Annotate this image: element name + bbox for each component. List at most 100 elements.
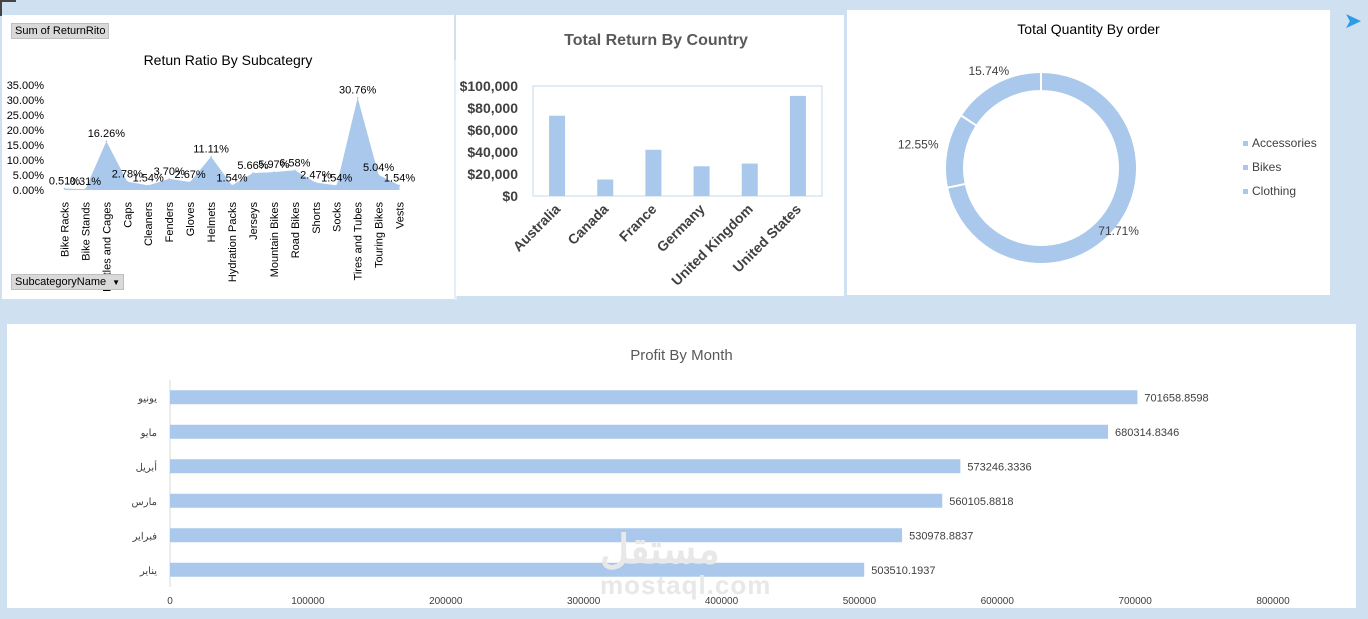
data-label: 71.71% [1098, 224, 1139, 238]
pivot-row-field-button[interactable]: SubcategoryName ▼ [11, 274, 125, 290]
category-label: Australia [510, 201, 564, 255]
category-label: Socks [332, 202, 344, 232]
x-tick-label: 400000 [705, 596, 739, 607]
y-tick-label: $80,000 [467, 100, 518, 116]
category-label: Bike Stands [80, 202, 92, 261]
donut-slice [959, 70, 1042, 128]
data-label: 5.97% [258, 159, 289, 171]
return-by-country-chart-panel[interactable]: Total Return By Country $0 $20,000 $40,000… [456, 15, 844, 296]
data-label: 6.58% [279, 157, 310, 169]
data-label: 3.70% [154, 166, 185, 178]
bar [645, 149, 662, 196]
x-tick-label: 800000 [1256, 596, 1290, 607]
data-point [252, 172, 254, 174]
y-tick-label: 35.00% [7, 80, 45, 92]
y-tick-label: 20.00% [7, 125, 45, 137]
legend-swatch [1243, 141, 1248, 146]
data-label: 5.04% [363, 162, 394, 174]
bar [170, 390, 1138, 405]
data-point [273, 171, 275, 173]
category-label: Mountain Bikes [269, 202, 281, 278]
data-point [84, 188, 87, 190]
y-tick-label: 25.00% [7, 110, 45, 122]
data-label: 560105.8818 [949, 496, 1013, 508]
data-label: 16.26% [88, 128, 126, 140]
data-point [168, 178, 170, 180]
legend-label: Accessories [1252, 136, 1317, 150]
return-ratio-chart-panel[interactable]: Sum of ReturnRito Retun Ratio By Subcate… [2, 15, 454, 299]
category-label: مارس [132, 497, 157, 508]
y-tick-label: 10.00% [7, 155, 45, 167]
bar [170, 493, 943, 508]
category-label: فبراير [132, 531, 158, 542]
category-label: United Kingdom [668, 201, 756, 289]
category-label: Helmets [206, 202, 218, 243]
category-label: Cleaners [143, 202, 155, 247]
data-point [231, 184, 233, 187]
data-label: 2.67% [175, 169, 206, 181]
category-label: Fenders [164, 202, 176, 243]
panel-divider [454, 60, 457, 300]
bar [693, 166, 710, 196]
legend-swatch [1243, 189, 1248, 194]
data-point [294, 169, 296, 172]
data-point [147, 184, 150, 187]
data-point [63, 187, 66, 190]
data-point [210, 155, 212, 158]
data-label: 11.11% [193, 144, 229, 156]
category-label: Touring Bikes [374, 202, 386, 269]
plot-area [532, 85, 823, 197]
y-tick-label: $100,000 [460, 78, 519, 94]
quantity-by-order-chart-panel[interactable]: Total Quantity By order 71.71% 12.55% 15.7… [847, 10, 1330, 295]
x-tick-label: 300000 [567, 596, 601, 607]
category-label: Road Bikes [290, 202, 302, 259]
category-label: Canada [564, 201, 611, 248]
bar [170, 424, 1108, 439]
pivot-field-label: SubcategoryName [15, 276, 107, 288]
bar-chart-svg: $0 $20,000 $40,000 $60,000 $80,000 $100,000 Au… [460, 78, 823, 289]
legend-label: Clothing [1252, 184, 1296, 198]
legend-swatch [1243, 165, 1248, 170]
hbar-chart-svg: 0 100000 200000 300000 400000 500000 600000 700… [132, 380, 1290, 607]
y-tick-label: 5.00% [13, 170, 44, 182]
x-tick-label: 0 [167, 596, 173, 607]
data-label: 0.31% [70, 176, 101, 188]
data-point [105, 140, 108, 143]
area-series [64, 97, 400, 190]
profit-by-month-chart-panel[interactable]: Profit By Month 0 100000 200000 300000 40000… [7, 324, 1356, 608]
donut-chart-svg: 71.71% 12.55% 15.74% Accessories Bikes Clothi… [898, 64, 1317, 265]
data-point [189, 181, 191, 183]
data-point [314, 181, 317, 184]
data-label: 1.54% [133, 172, 164, 184]
data-label: 15.74% [968, 64, 1009, 78]
arrow-right-icon[interactable]: ➤ [1343, 8, 1362, 33]
bar [170, 562, 865, 577]
category-label: أبريل [136, 460, 158, 473]
category-label: Hydration Packs [227, 202, 239, 283]
data-point [377, 174, 380, 176]
category-label: Bike Racks [59, 202, 71, 258]
data-label: 2.47% [300, 170, 331, 182]
bar [549, 115, 566, 196]
bar [170, 459, 961, 474]
data-label: 5.66% [237, 160, 268, 172]
chevron-down-icon: ▼ [112, 278, 121, 287]
pivot-value-field-button[interactable]: Sum of ReturnRito [11, 23, 110, 39]
data-label: 701658.8598 [1144, 392, 1208, 404]
watermark-latin: mostaql.com [600, 570, 772, 600]
data-label: 30.76% [339, 85, 377, 97]
watermark-arabic: مستقل [600, 528, 720, 572]
legend-label: Bikes [1252, 160, 1281, 174]
chart-title: Total Return By Country [564, 32, 748, 49]
x-tick-label: 500000 [843, 596, 877, 607]
y-tick-label: 15.00% [7, 140, 45, 152]
category-label: France [616, 201, 660, 245]
bar [597, 179, 614, 196]
category-label: يونيو [137, 393, 157, 404]
category-label: Jerseys [248, 202, 260, 240]
data-label: 1.54% [216, 172, 247, 184]
data-label: 0.51% [49, 175, 80, 187]
data-point [335, 184, 338, 187]
category-label: Shorts [311, 202, 323, 234]
bar [170, 528, 903, 543]
